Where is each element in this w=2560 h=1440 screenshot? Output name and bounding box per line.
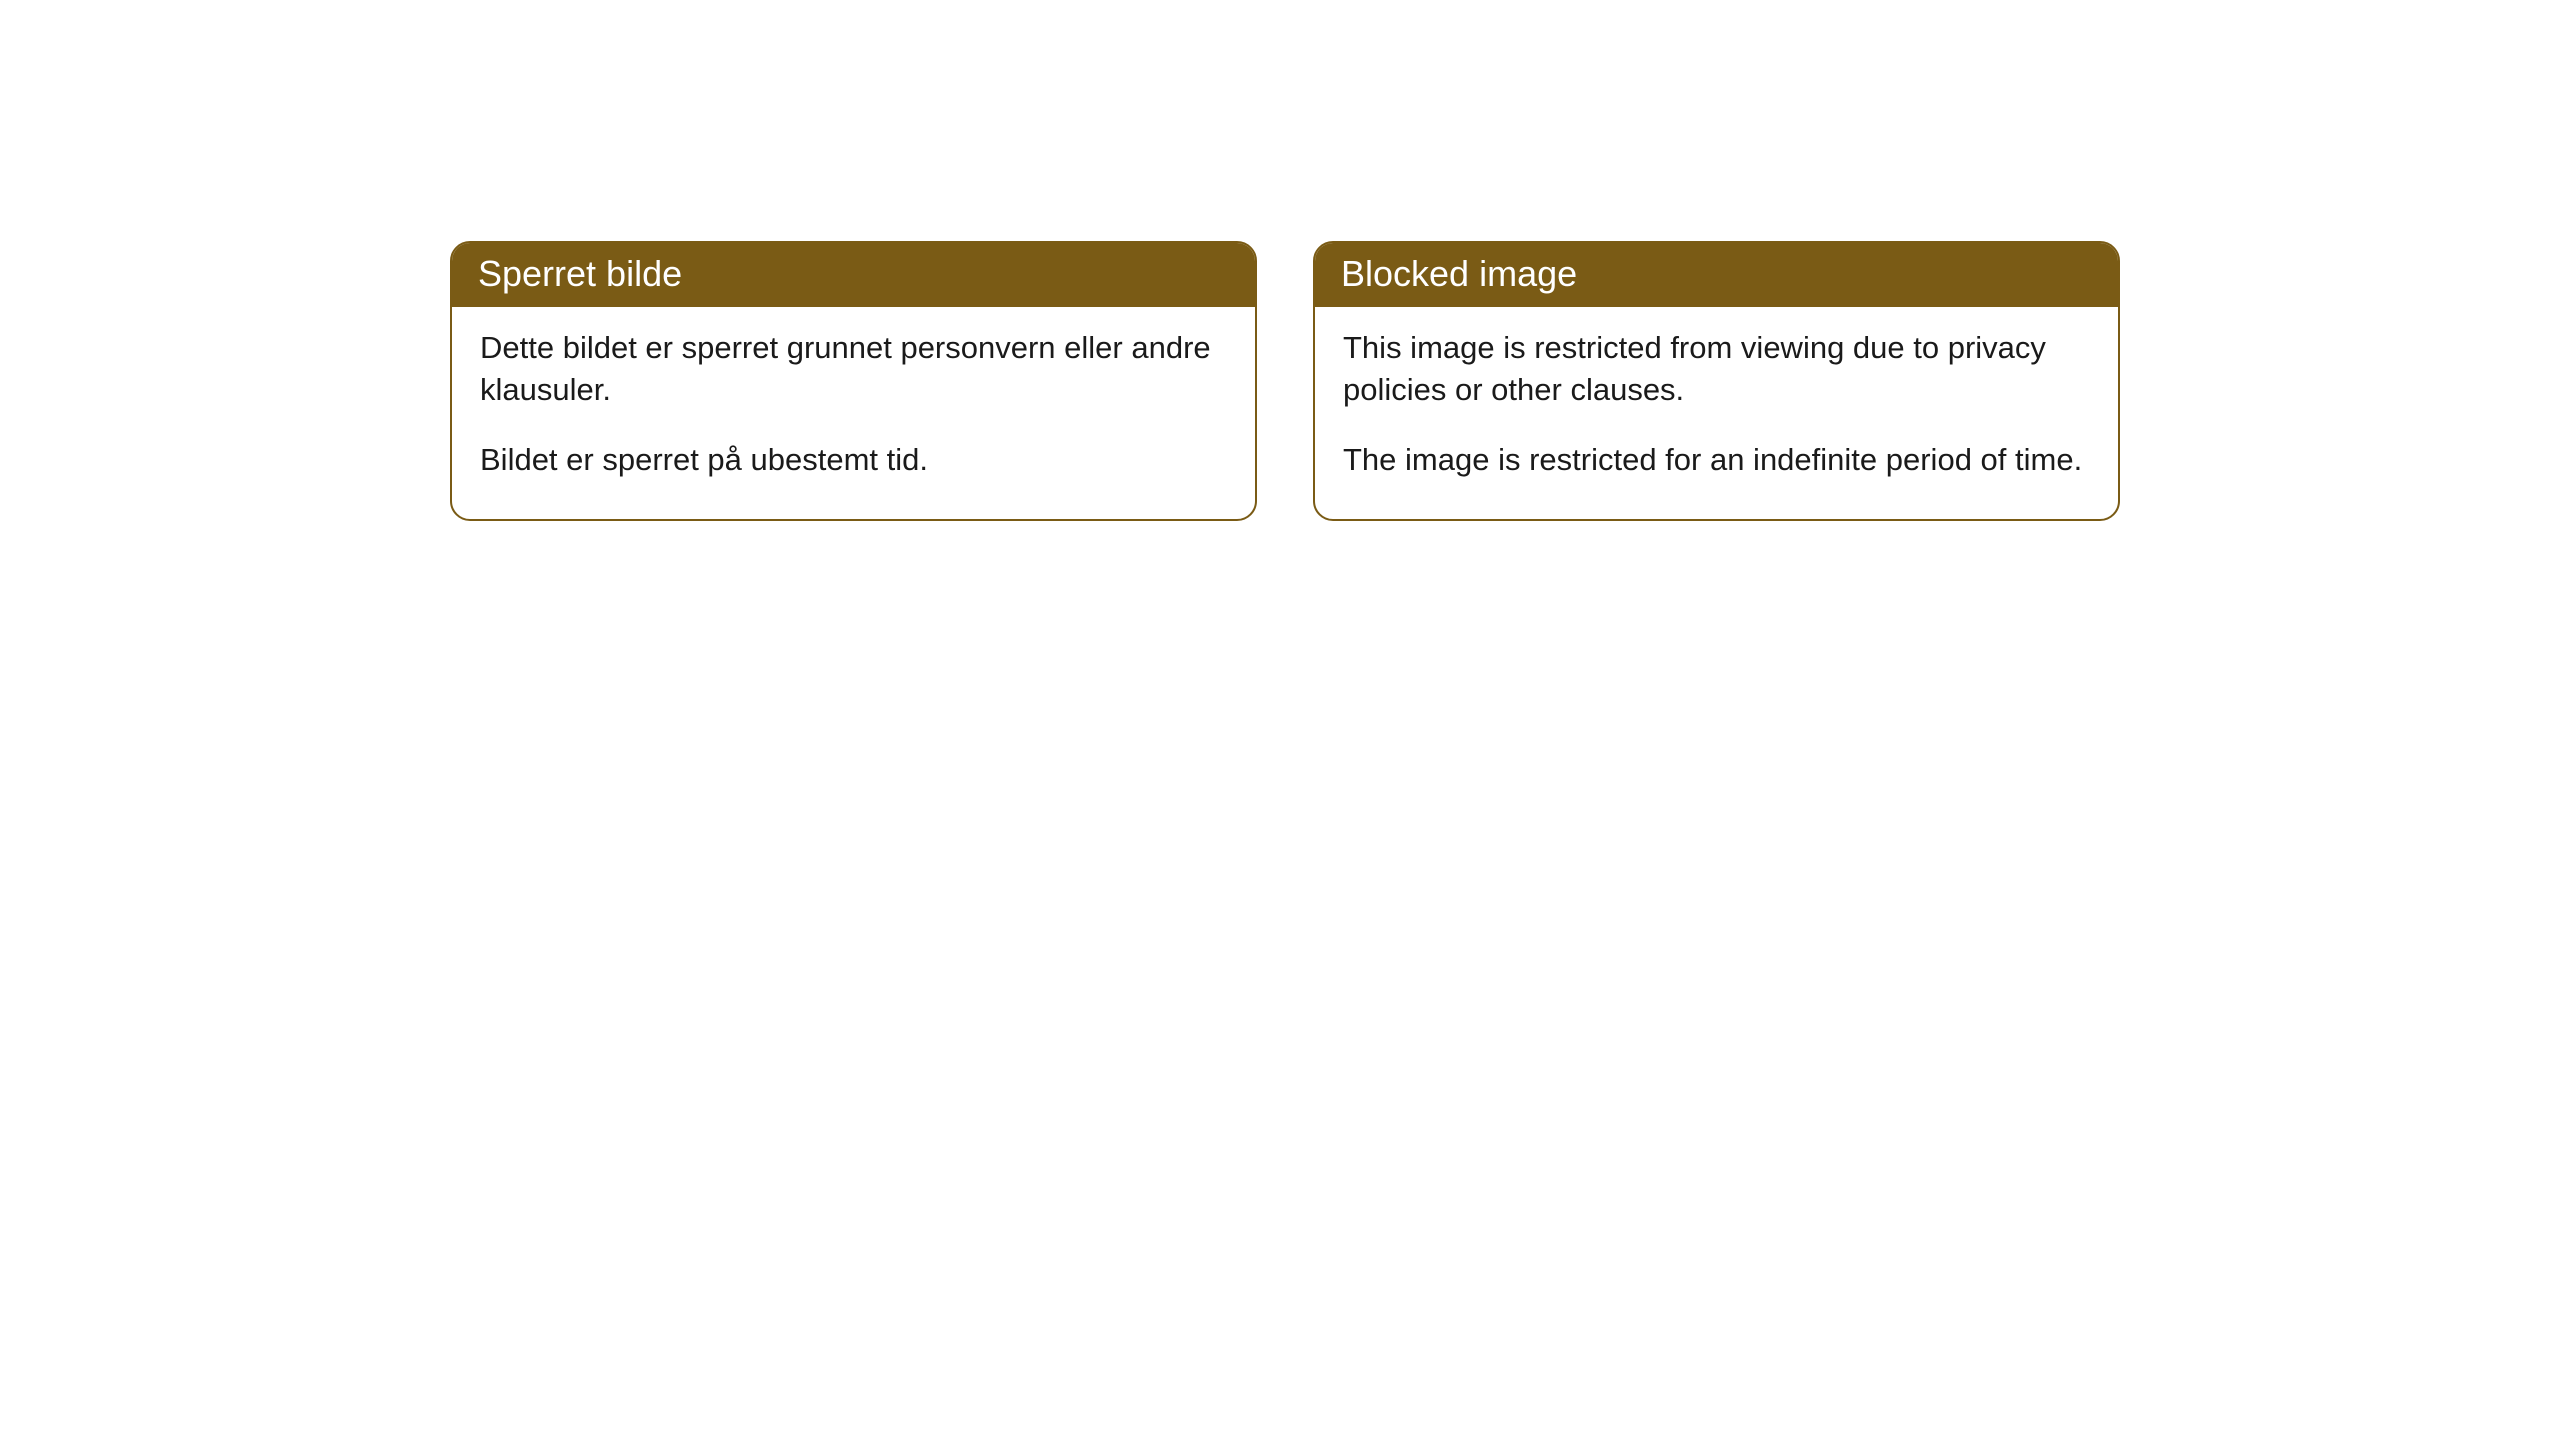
card-paragraph: Bildet er sperret på ubestemt tid. — [480, 439, 1227, 481]
card-paragraph: Dette bildet er sperret grunnet personve… — [480, 327, 1227, 411]
card-paragraph: The image is restricted for an indefinit… — [1343, 439, 2090, 481]
card-body: This image is restricted from viewing du… — [1315, 307, 2118, 519]
notice-cards-container: Sperret bilde Dette bildet er sperret gr… — [0, 0, 2560, 521]
card-header: Sperret bilde — [452, 243, 1255, 307]
card-body: Dette bildet er sperret grunnet personve… — [452, 307, 1255, 519]
card-header: Blocked image — [1315, 243, 2118, 307]
card-paragraph: This image is restricted from viewing du… — [1343, 327, 2090, 411]
blocked-image-card-norwegian: Sperret bilde Dette bildet er sperret gr… — [450, 241, 1257, 521]
blocked-image-card-english: Blocked image This image is restricted f… — [1313, 241, 2120, 521]
